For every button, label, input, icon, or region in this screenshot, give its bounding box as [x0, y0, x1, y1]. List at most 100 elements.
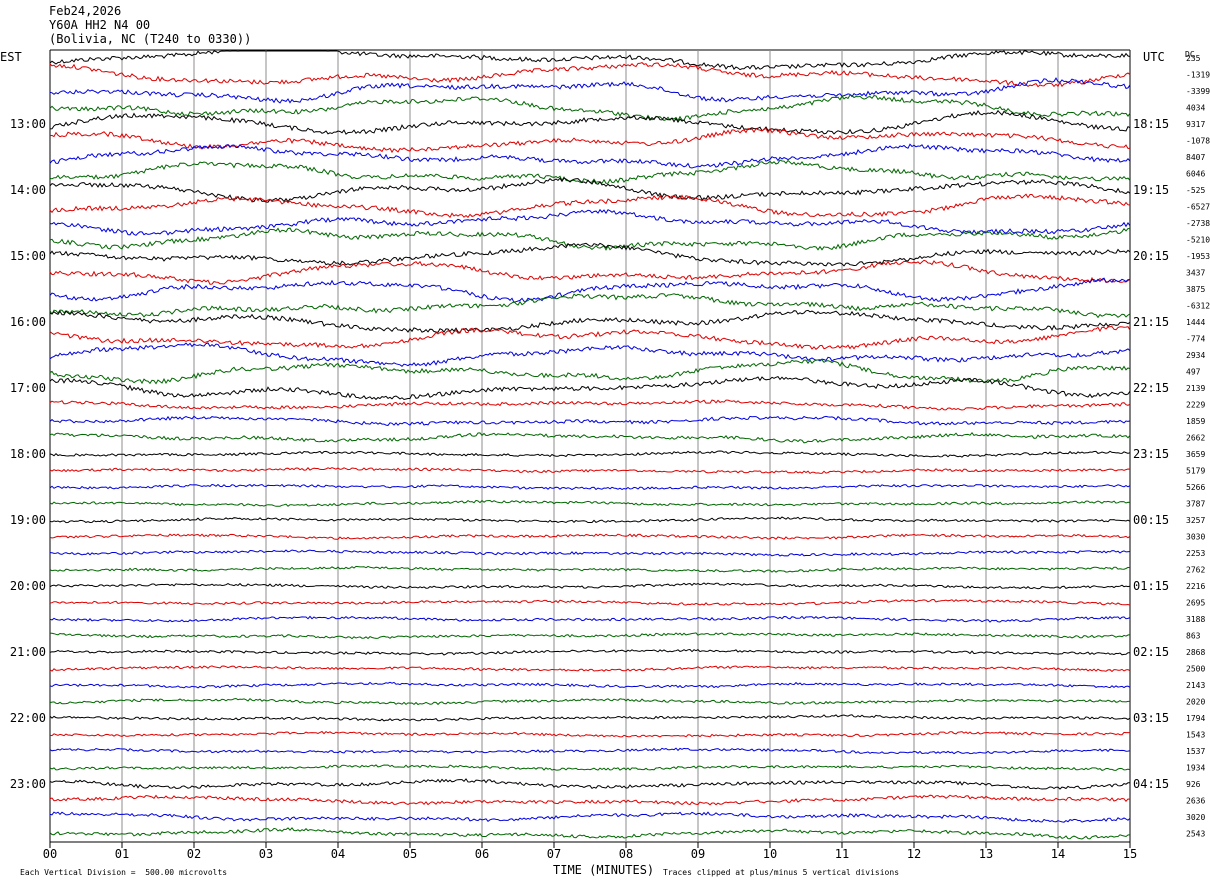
utc-hour-label: 21:15 — [1133, 315, 1169, 329]
trace-line-blue — [50, 748, 1130, 753]
dc-offset-label: 2662 — [1186, 434, 1205, 443]
trace-line-red — [50, 194, 1130, 217]
dc-offset-label: 3188 — [1186, 615, 1205, 624]
trace-line-green — [50, 160, 1130, 183]
trace-line-blue — [50, 210, 1130, 236]
date-label: Feb24,2026 — [49, 4, 121, 18]
dc-offset-label: 2695 — [1186, 599, 1205, 608]
utc-hour-label: 02:15 — [1133, 645, 1169, 659]
est-hour-label: 20:00 — [10, 579, 46, 593]
est-hour-label: 18:00 — [10, 447, 46, 461]
trace-line-black — [50, 715, 1130, 721]
dc-axis-title: DC — [1185, 50, 1195, 59]
dc-offset-label: -774 — [1186, 335, 1205, 344]
dc-offset-label: -3399 — [1186, 87, 1210, 96]
dc-offset-label: 2934 — [1186, 351, 1205, 360]
est-hour-label: 14:00 — [10, 183, 46, 197]
location-label: (Bolivia, NC (T240 to 0330)) — [49, 32, 251, 46]
trace-line-red — [50, 666, 1130, 672]
est-hour-label: 17:00 — [10, 381, 46, 395]
trace-line-red — [50, 600, 1130, 606]
x-tick-label: 09 — [691, 847, 705, 861]
trace-line-black — [50, 178, 1130, 202]
trace-line-blue — [50, 144, 1130, 168]
trace-line-green — [50, 294, 1130, 318]
utc-hour-label: 19:15 — [1133, 183, 1169, 197]
x-tick-label: 06 — [475, 847, 489, 861]
dc-offset-label: 3659 — [1186, 450, 1205, 459]
trace-line-black — [50, 517, 1130, 523]
dc-offset-label: 3257 — [1186, 516, 1205, 525]
dc-offset-label: -1953 — [1186, 252, 1210, 261]
trace-line-green — [50, 566, 1130, 572]
dc-offset-label: 2143 — [1186, 681, 1205, 690]
trace-line-blue — [50, 416, 1130, 425]
trace-line-red — [50, 400, 1130, 410]
trace-line-black — [50, 583, 1130, 589]
dc-offset-label: 2762 — [1186, 566, 1205, 575]
utc-hour-label: 00:15 — [1133, 513, 1169, 527]
dc-offset-label: 2216 — [1186, 582, 1205, 591]
trace-line-green — [50, 828, 1130, 839]
trace-line-blue — [50, 278, 1130, 302]
x-tick-label: 03 — [259, 847, 273, 861]
trace-line-red — [50, 534, 1130, 539]
x-tick-label: 04 — [331, 847, 345, 861]
trace-line-black — [50, 650, 1130, 656]
trace-line-red — [50, 795, 1130, 805]
trace-line-blue — [50, 78, 1130, 103]
dc-offset-label: 3787 — [1186, 500, 1205, 509]
trace-line-black — [50, 243, 1130, 266]
utc-hour-label: 01:15 — [1133, 579, 1169, 593]
dc-offset-label: 9317 — [1186, 120, 1205, 129]
x-tick-label: 10 — [763, 847, 777, 861]
dc-offset-label: 1543 — [1186, 731, 1205, 740]
x-tick-label: 00 — [43, 847, 57, 861]
est-hour-label: 13:00 — [10, 117, 46, 131]
trace-line-black — [50, 377, 1130, 400]
x-tick-label: 07 — [547, 847, 561, 861]
dc-offset-label: 8407 — [1186, 153, 1205, 162]
trace-line-blue — [50, 682, 1130, 688]
x-tick-label: 13 — [979, 847, 993, 861]
trace-line-green — [50, 699, 1130, 705]
dc-offset-label: -10780 — [1186, 137, 1210, 146]
dc-offset-label: -2738 — [1186, 219, 1210, 228]
trace-line-green — [50, 360, 1130, 384]
dc-offset-label: 2636 — [1186, 797, 1205, 806]
dc-offset-label: 926 — [1186, 780, 1201, 789]
utc-axis-title: UTC — [1143, 50, 1165, 64]
dc-offset-label: 2253 — [1186, 549, 1205, 558]
dc-offset-label: -5210 — [1186, 236, 1210, 245]
trace-line-black — [50, 310, 1130, 332]
dc-offset-label: 1794 — [1186, 714, 1205, 723]
trace-line-green — [50, 433, 1130, 443]
dc-offset-label: 1934 — [1186, 764, 1205, 773]
trace-line-blue — [50, 484, 1130, 489]
dc-offset-label: 1537 — [1186, 747, 1205, 756]
x-tick-label: 08 — [619, 847, 633, 861]
x-tick-label: 05 — [403, 847, 417, 861]
x-tick-label: 01 — [115, 847, 129, 861]
dc-offset-label: 2139 — [1186, 384, 1205, 393]
x-tick-label: 12 — [907, 847, 921, 861]
dc-offset-label: 5179 — [1186, 467, 1205, 476]
trace-line-blue — [50, 550, 1130, 556]
trace-line-green — [50, 500, 1130, 506]
dc-offset-label: 2500 — [1186, 665, 1205, 674]
dc-offset-label: 3875 — [1186, 285, 1205, 294]
dc-offset-label: -6527 — [1186, 203, 1210, 212]
utc-hour-label: 03:15 — [1133, 711, 1169, 725]
station-label: Y60A HH2 N4 00 — [49, 18, 150, 32]
trace-line-black — [50, 451, 1130, 457]
trace-line-red — [50, 260, 1130, 284]
dc-offset-label: 497 — [1186, 368, 1201, 377]
est-axis-title: EST — [0, 50, 22, 64]
dc-offset-label: 863 — [1186, 632, 1201, 641]
dc-offset-label: 2229 — [1186, 401, 1205, 410]
trace-line-green — [50, 95, 1130, 120]
x-tick-label: 14 — [1051, 847, 1065, 861]
est-hour-label: 16:00 — [10, 315, 46, 329]
dc-offset-label: 3437 — [1186, 269, 1205, 278]
